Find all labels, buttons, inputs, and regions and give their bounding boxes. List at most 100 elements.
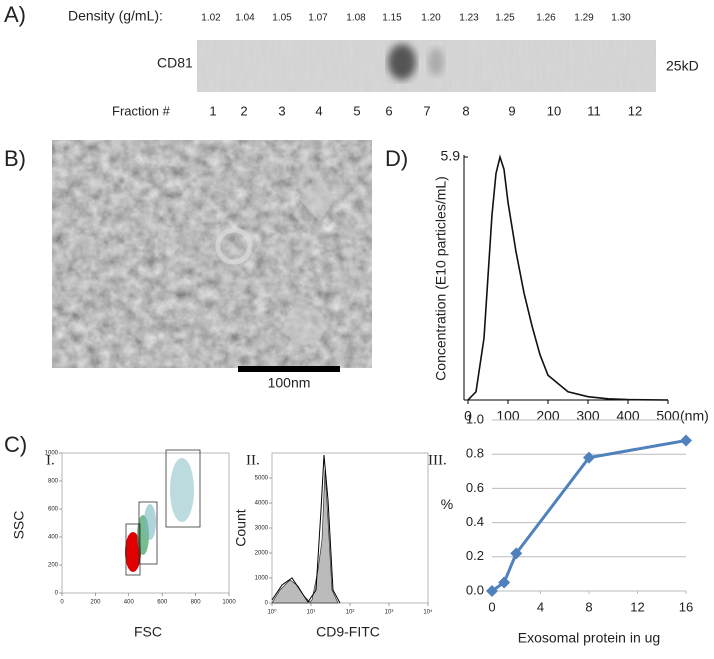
blot-band xyxy=(428,48,444,76)
data-point xyxy=(486,585,498,597)
x-axis-label: CD9-FITC xyxy=(316,624,380,640)
fraction-number: 6 xyxy=(385,103,392,118)
x-tick-label: 200 xyxy=(536,408,560,424)
density-value: 1.15 xyxy=(382,13,402,24)
y-tick-label: 5000 xyxy=(255,476,269,482)
y-axis-label: Count xyxy=(233,509,249,546)
data-point xyxy=(583,451,595,464)
density-value: 1.30 xyxy=(611,13,631,24)
y-tick-label: 200 xyxy=(48,563,59,569)
x-tick-label: 1000 xyxy=(222,600,236,606)
y-tick-label: 600 xyxy=(48,507,59,513)
x-tick-label: 10³ xyxy=(385,610,394,616)
y-tick-label: 0.0 xyxy=(466,582,484,597)
sub-label: II. xyxy=(246,452,260,468)
cluster xyxy=(170,458,194,522)
x-tick-label: 10² xyxy=(346,610,355,616)
density-value: 1.25 xyxy=(495,13,515,24)
scale-label: 100nm xyxy=(268,375,311,391)
density-value: 1.04 xyxy=(235,13,255,24)
x-tick-label: 10⁴ xyxy=(423,609,433,616)
fraction-number: 7 xyxy=(423,103,430,118)
fraction-number: 5 xyxy=(353,103,360,118)
density-value: 1.23 xyxy=(459,13,479,24)
y-tick-label: 0 xyxy=(265,601,269,607)
data-point xyxy=(510,547,523,560)
vesicle xyxy=(300,172,334,222)
dot-clusters xyxy=(125,449,201,576)
density-value: 1.02 xyxy=(201,13,221,24)
fraction-label: Fraction # xyxy=(112,103,171,118)
fraction-number: 11 xyxy=(587,103,601,118)
panel-label: A) xyxy=(4,2,26,27)
data-point xyxy=(680,434,692,447)
y-tick-label: 0 xyxy=(55,591,59,597)
y-tick-label: 1000 xyxy=(255,576,269,582)
fraction-number: 9 xyxy=(508,103,515,118)
density-label: Density (g/mL): xyxy=(68,8,163,24)
cluster xyxy=(144,504,156,540)
gate xyxy=(165,449,201,528)
plot-frame xyxy=(61,452,230,594)
x-tick-label: 400 xyxy=(124,600,135,606)
cluster xyxy=(125,532,141,572)
x-tick-label: 4 xyxy=(537,599,544,614)
histogram-fill xyxy=(271,469,339,604)
y-tick-label: 0.8 xyxy=(466,446,484,461)
x-tick-label: 800 xyxy=(191,600,202,606)
x-tick-label: 0 xyxy=(60,600,64,606)
density-value: 1.05 xyxy=(272,13,292,24)
fraction-number: 3 xyxy=(278,103,285,118)
x-tick-label: 10⁰ xyxy=(267,609,277,616)
scale-bar xyxy=(238,366,340,372)
blot-texture xyxy=(197,40,656,92)
y-axis-label: SSC xyxy=(11,511,27,540)
y-tick-label: 400 xyxy=(48,535,59,541)
density-value: 1.08 xyxy=(346,13,366,24)
y-tick-label: 0.6 xyxy=(466,480,484,495)
y-tick-label: 1000 xyxy=(45,451,59,457)
panel-label: C) xyxy=(4,432,27,457)
x-tick-label: 200 xyxy=(90,600,101,606)
gate xyxy=(125,523,141,576)
density-value: 1.07 xyxy=(308,13,328,24)
protein-label: CD81 xyxy=(157,55,193,71)
size-label: 25kD xyxy=(666,58,699,74)
vesicle xyxy=(285,305,325,345)
x-axis-label: Exosomal protein in ug xyxy=(518,630,660,646)
x-tick-label: 300 xyxy=(576,408,600,424)
fraction-number: 2 xyxy=(240,103,247,118)
fraction-number: 12 xyxy=(628,103,642,118)
em-image xyxy=(52,140,372,368)
density-value: 1.20 xyxy=(421,13,441,24)
density-value: 1.29 xyxy=(574,13,594,24)
y-axis-label: Concentration (E10 particles/mL) xyxy=(433,176,449,381)
x-axis-label: FSC xyxy=(134,624,162,640)
y-tick-label: 0.4 xyxy=(466,514,484,529)
density-value: 1.26 xyxy=(536,13,556,24)
y-tick-label: 1.0 xyxy=(466,411,484,426)
y-tick-label: 5.9 xyxy=(441,148,461,164)
fraction-number: 8 xyxy=(462,103,469,118)
y-tick-label: 800 xyxy=(48,479,59,485)
x-tick-label: 12 xyxy=(630,599,644,614)
panel-label: B) xyxy=(4,146,26,171)
x-tick-label: 100 xyxy=(496,408,520,424)
y-tick-label: 3000 xyxy=(255,526,269,532)
y-tick-label: 2000 xyxy=(255,551,269,557)
x-tick-label: 400 xyxy=(616,408,640,424)
x-tick-label: 0 xyxy=(488,599,495,614)
x-unit: (nm) xyxy=(680,408,709,424)
fraction-number: 10 xyxy=(547,103,561,118)
gate xyxy=(138,501,158,565)
y-tick-label: 4000 xyxy=(255,501,269,507)
x-tick-label: 8 xyxy=(585,599,592,614)
data-point xyxy=(498,576,511,589)
plot-frame xyxy=(271,452,429,604)
y-axis-label: % xyxy=(441,496,453,512)
panel-label: III. xyxy=(428,452,447,468)
x-tick-label: 10¹ xyxy=(307,610,316,616)
y-tick-label: 0.2 xyxy=(466,548,484,563)
